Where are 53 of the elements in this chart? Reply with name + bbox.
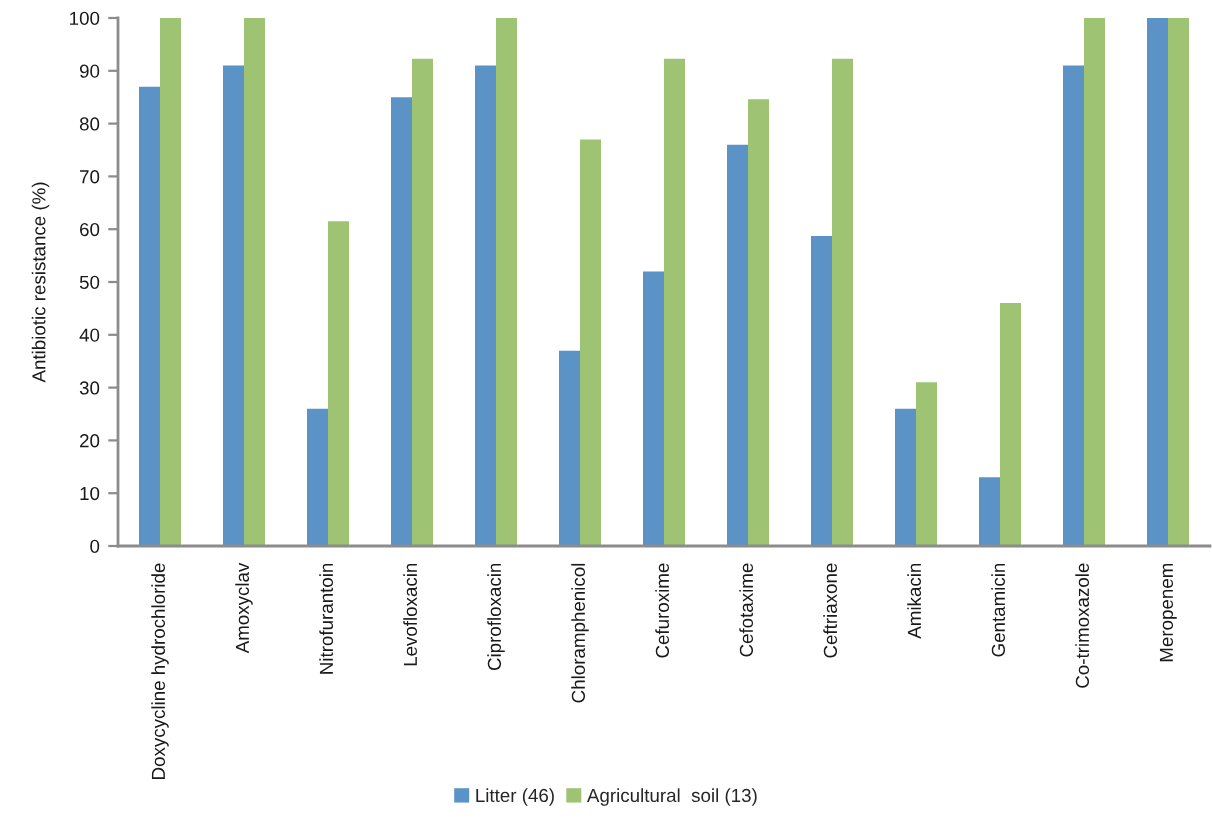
- x-tick-label: Doxycycline hydrochloride: [151, 563, 169, 779]
- bar: [727, 144, 748, 546]
- x-tick-label: Ciprofloxacin: [487, 563, 505, 671]
- bar: [1063, 65, 1084, 546]
- bar: [832, 58, 853, 546]
- bar: [811, 236, 832, 546]
- x-tick-label: Chloramphenicol: [571, 563, 589, 703]
- y-tick-label: 70: [80, 170, 100, 184]
- bar: [496, 18, 517, 546]
- bar: [748, 99, 769, 546]
- x-tick-label: Amoxyclav: [235, 562, 253, 654]
- bar: [895, 408, 916, 546]
- bar: [1147, 18, 1168, 546]
- bar: [223, 65, 244, 546]
- x-tick-label: Cefuroxime: [655, 563, 670, 658]
- bar: [664, 58, 685, 546]
- legend-label: Agricultural soil (13): [586, 788, 757, 806]
- bar: [391, 97, 412, 546]
- x-tick-label: Nitrofurantoin: [319, 563, 334, 674]
- bar: [412, 58, 433, 546]
- bar: [139, 86, 160, 546]
- y-tick-label: 50: [79, 275, 100, 289]
- y-tick-label: 40: [79, 328, 100, 342]
- x-tick-label: Levofloxacin: [403, 563, 418, 666]
- bar: [1168, 18, 1189, 546]
- bar: [580, 139, 601, 546]
- bar: [979, 477, 1000, 546]
- x-tick-label: Co-trimoxazole: [1075, 563, 1090, 688]
- y-axis-title: Antibiotic resistance (%): [31, 182, 50, 383]
- bar: [559, 350, 580, 546]
- y-tick-label: 20: [80, 434, 100, 448]
- bar: [307, 408, 328, 546]
- legend-label: Litter (46): [476, 788, 554, 806]
- bar: [1000, 303, 1021, 546]
- y-tick-label: 0: [90, 539, 100, 553]
- y-tick-label: 10: [80, 486, 100, 501]
- bar: [916, 382, 937, 546]
- bar: [643, 271, 664, 546]
- bar: [244, 18, 265, 546]
- y-tick-label: 90: [79, 64, 100, 78]
- bar: [475, 65, 496, 546]
- y-tick-label: 80: [79, 117, 100, 131]
- x-tick-label: Cefotaxime: [739, 563, 754, 657]
- bar: [1084, 18, 1105, 546]
- x-tick-label: Amikacin: [907, 563, 922, 639]
- y-tick-label: 100: [70, 11, 100, 25]
- x-tick-label: Ceftriaxone: [823, 563, 838, 658]
- x-tick-label: Meropenem: [1159, 563, 1177, 662]
- x-tick-label: Gentamicin: [991, 563, 1006, 657]
- y-tick-label: 60: [80, 222, 100, 237]
- bar: [328, 221, 349, 546]
- bar: [160, 18, 181, 546]
- y-tick-label: 30: [79, 381, 100, 395]
